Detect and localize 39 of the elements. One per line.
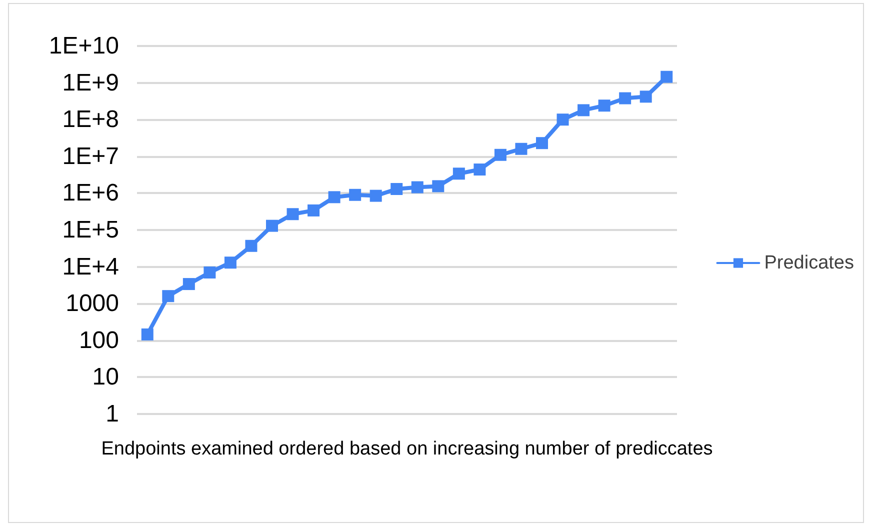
point: [578, 104, 590, 116]
point: [224, 256, 236, 269]
y-tick-label: 1E+8: [62, 106, 119, 134]
point: [619, 92, 632, 104]
y-tick-label: 100: [78, 326, 119, 354]
point: [411, 181, 424, 194]
y-tick-label: 1E+7: [62, 142, 119, 170]
legend-label: Predicates: [764, 252, 854, 274]
point: [640, 90, 652, 103]
y-tick-label: 1: [106, 400, 119, 428]
point: [370, 190, 382, 202]
y-tick-label: 1E+10: [48, 32, 119, 60]
point: [598, 100, 610, 112]
point: [452, 168, 465, 180]
point: [474, 164, 486, 176]
point: [432, 180, 444, 192]
point: [182, 278, 195, 290]
point: [390, 183, 403, 196]
point: [245, 240, 258, 252]
x-axis-title: Endpoints examined ordered based on increasing number of prediccates: [101, 438, 713, 460]
y-tick-label: 1E+6: [62, 180, 119, 207]
point: [494, 148, 506, 161]
point: [349, 188, 362, 201]
point: [660, 70, 673, 83]
point: [515, 142, 528, 155]
point: [328, 191, 340, 204]
y-tick-label: 1E+5: [62, 216, 119, 244]
point: [162, 290, 174, 302]
point: [308, 204, 320, 216]
y-tick-label: 1E+4: [62, 253, 119, 280]
point: [536, 137, 548, 150]
point: [204, 266, 216, 278]
point: [286, 208, 299, 220]
y-tick-label: 10: [92, 364, 119, 391]
point: [556, 114, 569, 126]
y-tick-label: 1E+9: [62, 69, 119, 96]
y-tick-label: 1000: [66, 290, 119, 318]
point: [266, 220, 278, 232]
point: [141, 328, 154, 340]
